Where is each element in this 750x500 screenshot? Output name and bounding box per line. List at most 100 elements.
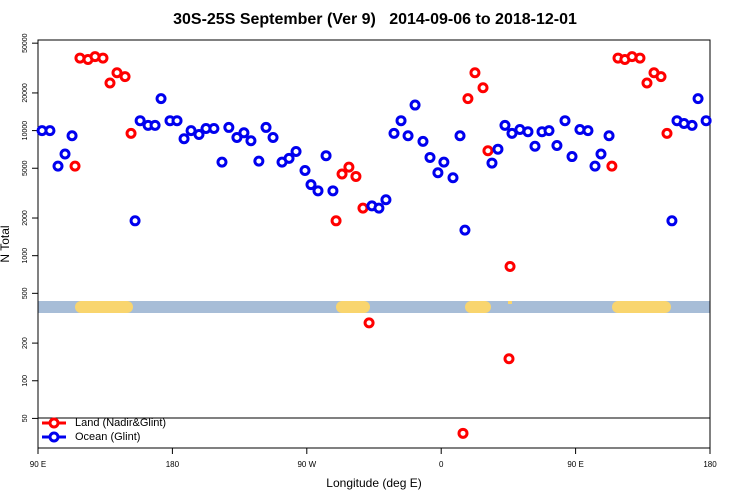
data-point (59, 148, 71, 160)
y-tick-label: 2000 (22, 210, 29, 226)
data-point (543, 125, 555, 137)
data-point (661, 127, 673, 139)
data-point (522, 126, 534, 138)
data-point (216, 156, 228, 168)
y-axis-label: N Total (0, 225, 12, 262)
land-mask-band (38, 301, 710, 313)
data-point (357, 202, 369, 214)
data-point (299, 164, 311, 176)
land-band (336, 301, 370, 313)
chart-title: 30S-25S September (Ver 9) 2014-09-06 to … (173, 11, 577, 28)
data-point (305, 179, 317, 191)
x-tick-label: 90 E (567, 460, 583, 469)
data-point (589, 160, 601, 172)
data-point (641, 77, 653, 89)
y-tick-label: 200 (22, 337, 29, 349)
data-point (417, 135, 429, 147)
data-point (454, 130, 466, 142)
y-tick-label: 1000 (22, 248, 29, 264)
y-tick-label: 50000 (22, 33, 29, 53)
data-point (486, 157, 498, 169)
data-point (566, 151, 578, 163)
data-point (409, 99, 421, 111)
data-point (477, 82, 489, 94)
data-point (327, 185, 339, 197)
x-tick-label: 90 W (297, 460, 316, 469)
data-point (388, 127, 400, 139)
data-point (330, 215, 342, 227)
data-point (492, 143, 504, 155)
data-point (595, 148, 607, 160)
data-point (559, 115, 571, 127)
data-point (320, 150, 332, 162)
data-point (700, 115, 712, 127)
data-point (171, 115, 183, 127)
data-point (457, 427, 469, 439)
y-tick-label: 5000 (22, 160, 29, 176)
data-point (155, 93, 167, 105)
data-point (260, 121, 272, 133)
data-point (432, 167, 444, 179)
data-point (253, 155, 265, 167)
data-point (125, 127, 137, 139)
legend-label: Ocean (Glint) (75, 431, 140, 443)
data-point (503, 353, 515, 365)
land-band (508, 301, 512, 304)
data-point (459, 224, 471, 236)
data-point (363, 317, 375, 329)
data-point (111, 67, 123, 79)
land-band (75, 301, 133, 313)
x-tick-label: 180 (703, 460, 717, 469)
data-point (438, 156, 450, 168)
data-point (223, 121, 235, 133)
y-tick-label: 50 (22, 414, 29, 422)
data-point (447, 172, 459, 184)
data-point (529, 140, 541, 152)
data-point (134, 115, 146, 127)
data-point (52, 160, 64, 172)
data-point (402, 130, 414, 142)
data-point (185, 125, 197, 137)
data-point (208, 122, 220, 134)
data-point (283, 152, 295, 164)
x-tick-label: 90 E (30, 460, 46, 469)
data-point (245, 135, 257, 147)
x-tick-label: 180 (166, 460, 180, 469)
data-point (178, 133, 190, 145)
ocean-band (38, 301, 710, 313)
data-point (343, 161, 355, 173)
data-point (666, 215, 678, 227)
data-point (44, 125, 56, 137)
y-tick-label: 500 (22, 287, 29, 299)
data-point (655, 71, 667, 83)
y-tick-label: 10000 (22, 121, 29, 141)
data-point (97, 52, 109, 64)
data-point (603, 130, 615, 142)
legend-marker (48, 431, 60, 443)
data-point (686, 119, 698, 131)
data-point (290, 146, 302, 158)
data-point (350, 170, 362, 182)
data-point (231, 132, 243, 144)
plot-frame (37, 39, 711, 449)
data-point (312, 185, 324, 197)
data-point (380, 194, 392, 206)
data-point (504, 260, 516, 272)
land-band (612, 301, 671, 313)
data-point (551, 140, 563, 152)
data-point (193, 129, 205, 141)
data-point (424, 151, 436, 163)
data-point (119, 71, 131, 83)
y-tick-label: 20000 (22, 83, 29, 103)
data-point (66, 130, 78, 142)
data-point (267, 132, 279, 144)
land-band (465, 301, 491, 313)
x-axis-label: Longitude (deg E) (326, 476, 421, 490)
data-point (582, 125, 594, 137)
legend-marker (48, 417, 60, 429)
data-point (499, 119, 511, 131)
data-point (462, 93, 474, 105)
y-tick-label: 100 (22, 375, 29, 387)
x-tick-label: 0 (439, 460, 444, 469)
